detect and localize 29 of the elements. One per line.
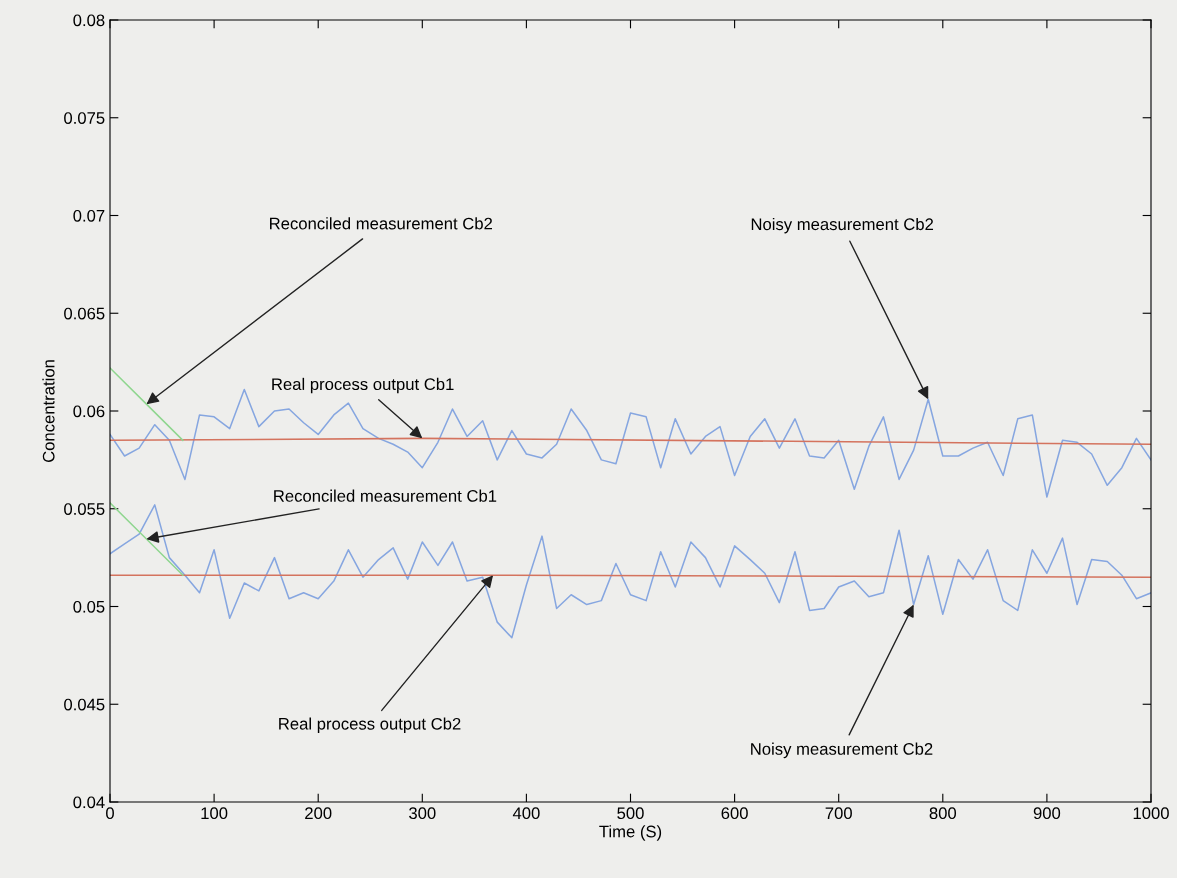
x-tick-label: 700: [825, 807, 852, 820]
y-tick-label: 0.055: [64, 503, 105, 515]
y-tick-label: 0.07: [73, 209, 105, 222]
x-tick-label: 600: [721, 807, 748, 820]
annotation: Noisy measurement Cb2: [751, 217, 934, 234]
x-tick-label: 800: [929, 807, 957, 820]
x-tick-label: 100: [201, 807, 228, 820]
x-tick-label: 0: [106, 807, 114, 820]
x-tick-label: 400: [512, 807, 540, 820]
x-axis-title: Time (S): [599, 825, 662, 841]
annotation: Reconciled measurement Cb1: [274, 489, 497, 502]
x-tick-label: 500: [617, 807, 644, 820]
annotation: Noisy measurement Cb2: [751, 742, 933, 759]
annotation: Real process output Cb2: [279, 717, 461, 733]
line-series: [110, 504, 1151, 639]
x-tick-label: 900: [1033, 807, 1061, 820]
y-tick-label: 0.04: [73, 796, 105, 809]
y-axis-title: Concentration: [42, 360, 55, 463]
annotation: Real process output Cb1: [272, 377, 454, 394]
y-tick-label: 0.08: [73, 14, 105, 27]
y-tick-label: 0.075: [64, 112, 105, 124]
x-tick-label: 200: [305, 807, 332, 820]
annotation: Reconciled measurement Cb2: [270, 217, 493, 230]
x-tick-label: 1000: [1133, 807, 1169, 820]
y-tick-label: 0.045: [64, 698, 105, 711]
x-tick-label: 300: [409, 807, 436, 820]
y-tick-label: 0.06: [73, 405, 105, 418]
y-tick-label: 0.05: [73, 600, 105, 613]
y-tick-label: 0.065: [64, 307, 105, 320]
